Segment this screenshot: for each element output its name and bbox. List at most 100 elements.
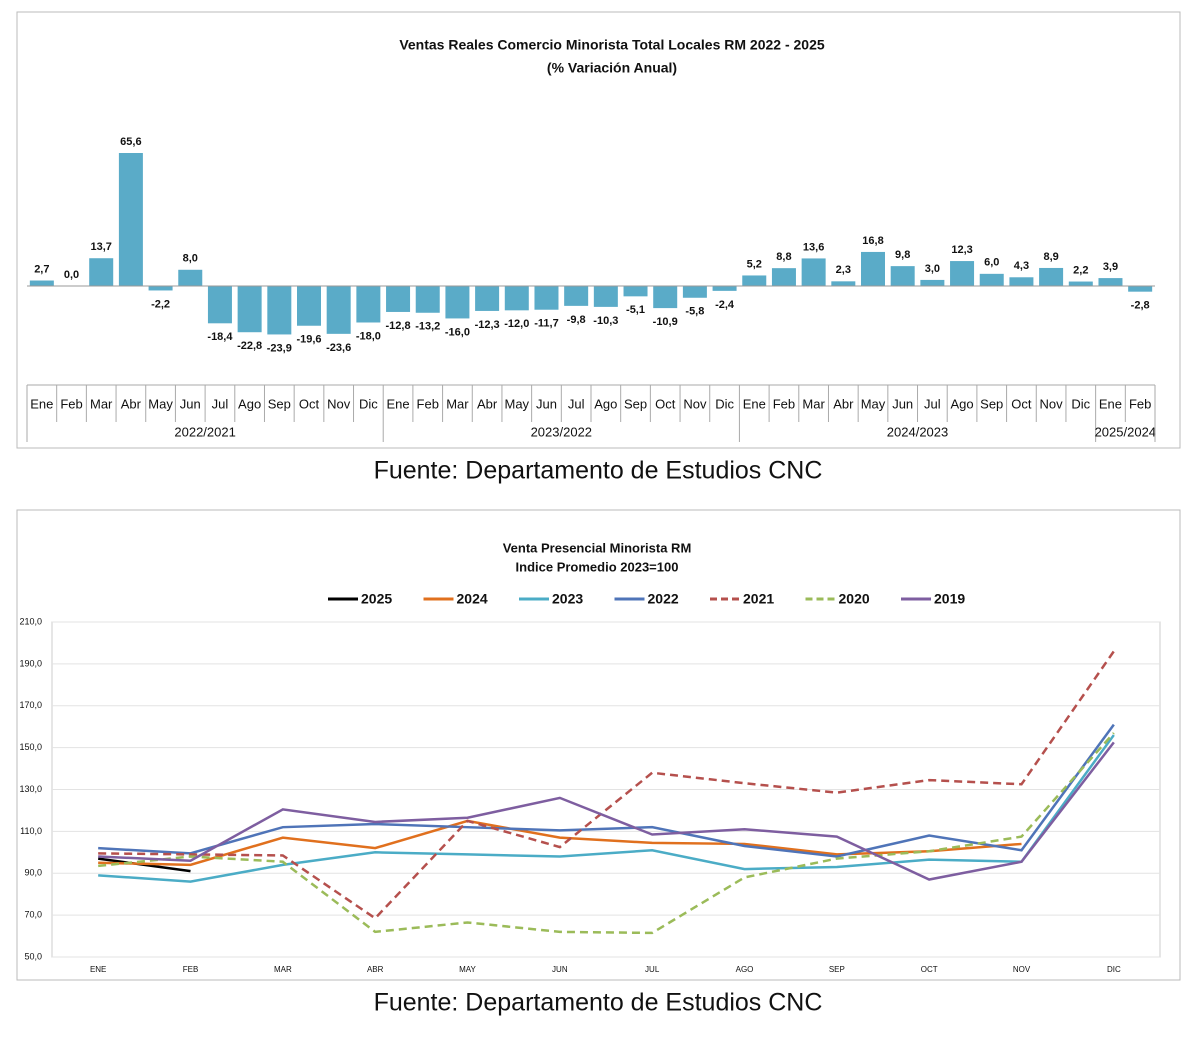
bar	[504, 286, 529, 311]
x-tick-label: May	[505, 396, 530, 411]
chart-title: Ventas Reales Comercio Minorista Total L…	[399, 37, 825, 53]
bar	[326, 286, 351, 334]
x-tick-label: Abr	[121, 396, 142, 411]
data-label: -12,0	[504, 318, 529, 330]
group-label: 2025/2024	[1095, 424, 1156, 439]
data-label: 4,3	[1014, 260, 1029, 272]
chart-subtitle: Indice Promedio 2023=100	[516, 559, 679, 574]
x-tick-label: Sep	[268, 396, 291, 411]
x-tick-label: OCT	[921, 965, 938, 974]
group-label: 2022/2021	[174, 424, 235, 439]
chart-frame	[16, 509, 1181, 981]
group-label: 2024/2023	[887, 424, 948, 439]
data-label: -10,3	[593, 315, 618, 327]
x-tick-label: Sep	[624, 396, 647, 411]
x-tick-label: Abr	[477, 396, 498, 411]
bar	[979, 273, 1004, 286]
data-label: 2,3	[836, 264, 851, 276]
x-tick-label: Ene	[30, 396, 53, 411]
bar	[445, 286, 470, 319]
x-tick-label: Jul	[924, 396, 941, 411]
legend-label: 2025	[361, 591, 392, 607]
source: Fuente: Departamento de Estudios CNC	[374, 989, 823, 1017]
bar	[1009, 277, 1034, 286]
data-label: -2,8	[1131, 300, 1150, 312]
x-tick-label: Sep	[980, 396, 1003, 411]
data-label: 12,3	[951, 244, 972, 256]
bar	[623, 286, 648, 297]
data-label: 8,0	[183, 253, 198, 265]
data-label: 6,0	[984, 257, 999, 269]
bar	[178, 269, 203, 286]
data-label: -11,7	[534, 318, 558, 330]
data-label: -16,0	[445, 326, 470, 338]
x-tick-label: AGO	[736, 965, 754, 974]
bar	[29, 280, 54, 286]
group-label: 2023/2022	[531, 424, 592, 439]
y-tick-label: 170,0	[19, 700, 42, 710]
bar	[861, 251, 885, 286]
legend-label: 2021	[743, 591, 774, 607]
bar	[148, 286, 173, 291]
bar	[564, 286, 589, 306]
data-label: 8,9	[1043, 251, 1058, 263]
bar	[267, 286, 292, 335]
x-tick-label: MAR	[274, 965, 292, 974]
bar	[712, 286, 737, 291]
chart-title: Venta Presencial Minorista RM	[503, 540, 692, 555]
legend-label: 2019	[934, 591, 965, 607]
chart-subtitle: (% Variación Anual)	[547, 60, 677, 76]
data-label: -12,8	[386, 320, 411, 332]
x-tick-label: Oct	[299, 396, 320, 411]
x-tick-label: Ene	[743, 396, 766, 411]
bar	[682, 286, 707, 298]
bar	[237, 286, 262, 333]
x-tick-label: Dic	[1071, 396, 1090, 411]
x-tick-label: Nov	[1040, 396, 1064, 411]
data-label: 65,6	[120, 136, 141, 148]
bar	[475, 286, 500, 311]
series-line	[98, 734, 1115, 883]
bar	[593, 286, 618, 307]
x-tick-label: Mar	[802, 396, 825, 411]
x-tick-label: Jun	[892, 396, 913, 411]
data-label: -13,2	[415, 321, 440, 333]
data-label: -23,9	[267, 342, 292, 354]
x-tick-label: Abr	[833, 396, 854, 411]
y-tick-label: 210,0	[19, 616, 42, 626]
x-tick-label: Mar	[90, 396, 113, 411]
data-label: 8,8	[776, 251, 791, 263]
data-label: -19,6	[296, 334, 321, 346]
bar	[653, 286, 678, 309]
x-tick-label: SEP	[829, 965, 845, 974]
x-tick-label: Feb	[1129, 396, 1151, 411]
y-tick-label: 110,0	[20, 826, 42, 836]
data-label: -5,1	[626, 304, 645, 316]
bar	[950, 261, 975, 286]
x-tick-label: Feb	[773, 396, 795, 411]
data-label: -18,4	[207, 331, 233, 343]
legend-label: 2020	[839, 591, 870, 607]
bar	[1068, 281, 1093, 286]
bar	[742, 275, 767, 286]
bar	[801, 258, 826, 286]
y-tick-label: 50,0	[24, 951, 42, 961]
data-label: -12,3	[475, 319, 500, 331]
source: Fuente: Departamento de Estudios CNC	[374, 457, 823, 485]
bar	[890, 266, 915, 286]
data-label: 0,0	[64, 269, 79, 281]
data-label: -23,6	[326, 342, 351, 354]
x-tick-label: Oct	[1011, 396, 1032, 411]
bar	[356, 286, 381, 323]
data-label: 2,7	[34, 263, 49, 275]
x-tick-label: Mar	[446, 396, 469, 411]
x-tick-label: Feb	[60, 396, 82, 411]
y-tick-label: 150,0	[19, 742, 42, 752]
x-tick-label: Ene	[386, 396, 409, 411]
data-label: -22,8	[237, 340, 262, 352]
x-tick-label: Jul	[212, 396, 229, 411]
x-tick-label: May	[861, 396, 886, 411]
x-tick-label: Jun	[536, 396, 557, 411]
x-tick-label: JUL	[645, 965, 660, 974]
x-tick-label: Ago	[594, 396, 617, 411]
